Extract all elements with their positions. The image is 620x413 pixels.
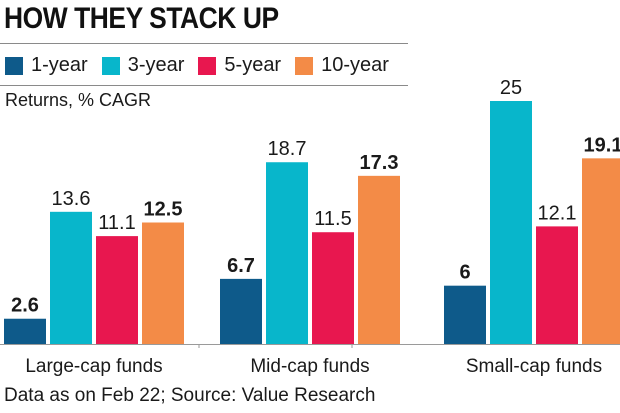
bar-5-year-2 <box>536 226 578 344</box>
bar-1-year-0 <box>4 318 46 344</box>
legend-label: 3-year <box>127 54 185 76</box>
data-label: 2.6 <box>11 295 39 317</box>
data-label: 13.6 <box>52 188 91 210</box>
data-label: 18.7 <box>268 138 307 160</box>
legend-divider <box>0 85 408 86</box>
data-label: 12.5 <box>144 199 183 221</box>
data-label: 17.3 <box>360 152 399 174</box>
data-label: 6 <box>459 262 470 284</box>
chart-title: HOW THEY STACK UP <box>4 2 279 35</box>
data-label: 11.1 <box>98 212 135 234</box>
chart-subtitle: Returns, % CAGR <box>5 90 152 110</box>
bar-10-year-1 <box>358 175 400 344</box>
legend-swatch-3-year <box>101 56 120 75</box>
data-label: 12.1 <box>538 202 577 224</box>
legend-label: 10-year <box>321 54 389 76</box>
legend-item-5-year: 5-year <box>198 54 281 77</box>
bar-1-year-2 <box>444 285 486 344</box>
data-label: 19.1 <box>584 134 620 156</box>
legend-swatch-1-year <box>5 56 23 75</box>
legend-item-1-year: 1-year <box>5 54 88 77</box>
bar-3-year-2 <box>490 101 532 344</box>
bar-3-year-1 <box>266 162 308 344</box>
bar-10-year-0 <box>142 222 184 344</box>
bar-3-year-0 <box>50 211 92 344</box>
source-note: Data as on Feb 22; Source: Value Researc… <box>4 385 376 406</box>
category-label: Mid-cap funds <box>250 356 369 377</box>
data-label: 25 <box>500 77 522 99</box>
category-label: Small-cap funds <box>466 356 602 377</box>
title-divider <box>0 43 408 44</box>
legend-swatch-10-year <box>295 56 314 75</box>
bar-5-year-0 <box>96 236 138 344</box>
legend-item-10-year: 10-year <box>295 54 389 77</box>
bar-10-year-2 <box>582 158 620 344</box>
data-label: 6.7 <box>227 255 255 277</box>
legend-swatch-5-year <box>198 56 217 75</box>
bar-5-year-1 <box>312 232 354 344</box>
bar-1-year-1 <box>220 278 262 344</box>
legend-label: 1-year <box>31 54 88 76</box>
legend: 1-year 3-year 5-year 10-year <box>5 54 403 77</box>
legend-label: 5-year <box>224 54 282 76</box>
data-label: 11.5 <box>314 208 351 230</box>
category-label: Large-cap funds <box>25 356 162 377</box>
legend-item-3-year: 3-year <box>101 54 185 77</box>
